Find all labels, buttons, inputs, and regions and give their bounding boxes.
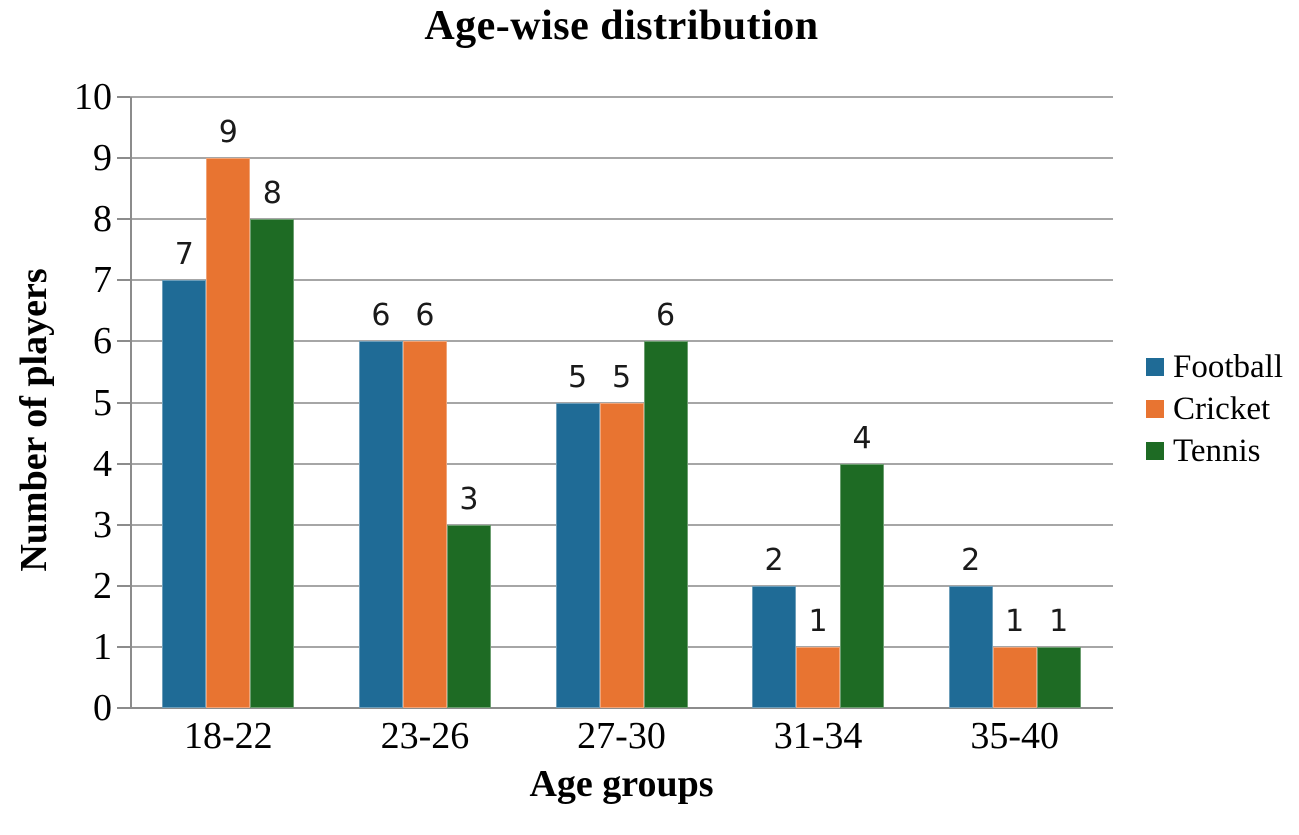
bar-value-label: 7: [174, 237, 194, 273]
chart-title: Age-wise distribution: [424, 3, 819, 49]
bar-value-label: 6: [415, 298, 435, 334]
bar-cricket-27-30: [599, 402, 644, 708]
bar-tennis-31-34: [840, 463, 885, 708]
x-tick-label: 23-26: [380, 715, 470, 757]
bar-cricket-35-40: [992, 646, 1037, 708]
legend: Football Cricket Tennis: [1146, 346, 1283, 472]
legend-label: Cricket: [1173, 390, 1271, 427]
y-axis-line: [130, 97, 132, 708]
bar-value-label: 2: [764, 542, 784, 578]
gridline: [130, 96, 1113, 98]
y-axis-tick: [117, 340, 130, 343]
bar-value-label: 1: [1049, 603, 1069, 639]
gridline: [130, 340, 1113, 343]
legend-label: Tennis: [1173, 432, 1261, 469]
y-axis-tick: [117, 462, 130, 465]
gridline: [130, 157, 1113, 160]
x-tick-label: 35-40: [970, 715, 1060, 757]
y-axis-tick: [117, 157, 130, 160]
y-axis-title: Number of players: [13, 268, 55, 572]
bar-football-23-26: [358, 341, 403, 708]
bar-football-31-34: [752, 585, 797, 708]
legend-swatch-tennis: [1146, 442, 1164, 460]
y-tick-label: 1: [93, 625, 112, 668]
y-tick-label: 0: [93, 687, 112, 729]
legend-item-football: Football: [1146, 346, 1283, 388]
bar-value-label: 5: [611, 359, 632, 395]
legend-swatch-football: [1146, 358, 1164, 376]
bar-football-35-40: [948, 585, 993, 708]
y-tick-label: 9: [93, 137, 112, 180]
y-tick-label: 6: [93, 320, 112, 363]
y-axis-tick: [117, 645, 130, 648]
bar-value-label: 1: [808, 603, 828, 639]
y-tick-label: 5: [93, 381, 112, 424]
bar-value-label: 2: [961, 542, 981, 578]
y-axis-tick: [117, 96, 130, 98]
bar-value-label: 1: [1005, 603, 1025, 639]
x-tick-label: 31-34: [773, 715, 863, 757]
y-axis-tick: [117, 707, 130, 709]
y-tick-label: 10: [74, 76, 112, 118]
x-axis-title: Age groups: [529, 763, 714, 805]
y-tick-label: 8: [93, 198, 112, 241]
x-tick-label: 27-30: [577, 715, 666, 757]
bar-cricket-31-34: [796, 646, 841, 708]
gridline: [130, 279, 1113, 282]
bar-football-18-22: [162, 280, 207, 708]
y-tick-label: 3: [93, 503, 112, 546]
bar-cricket-23-26: [402, 341, 447, 708]
gridline: [130, 218, 1113, 221]
x-axis-line: [130, 707, 1113, 709]
x-tick-label: 18-22: [183, 715, 273, 757]
bar-value-label: 6: [371, 298, 391, 334]
bar-value-label: 3: [459, 481, 479, 517]
legend-label: Football: [1173, 348, 1284, 385]
y-axis-tick: [117, 218, 130, 221]
y-axis-tick: [117, 401, 130, 404]
bar-value-label: 9: [218, 115, 238, 151]
legend-item-tennis: Tennis: [1146, 430, 1283, 472]
bar-cricket-18-22: [206, 158, 251, 708]
legend-swatch-cricket: [1146, 400, 1164, 418]
bar-tennis-35-40: [1036, 646, 1081, 708]
bar-value-label: 4: [852, 420, 872, 456]
bar-football-27-30: [555, 402, 600, 708]
y-axis-tick: [117, 584, 130, 587]
y-tick-label: 2: [93, 564, 112, 607]
y-tick-label: 4: [93, 442, 112, 485]
bar-value-label: 6: [655, 298, 676, 334]
y-axis-tick: [117, 523, 130, 526]
bar-tennis-23-26: [446, 524, 491, 708]
bar-value-label: 8: [262, 176, 282, 212]
bar-value-label: 5: [567, 359, 588, 395]
y-axis-tick: [117, 279, 130, 282]
bar-tennis-18-22: [250, 219, 295, 708]
bar-tennis-27-30: [643, 341, 688, 708]
legend-item-cricket: Cricket: [1146, 388, 1283, 430]
y-tick-label: 7: [93, 259, 112, 302]
